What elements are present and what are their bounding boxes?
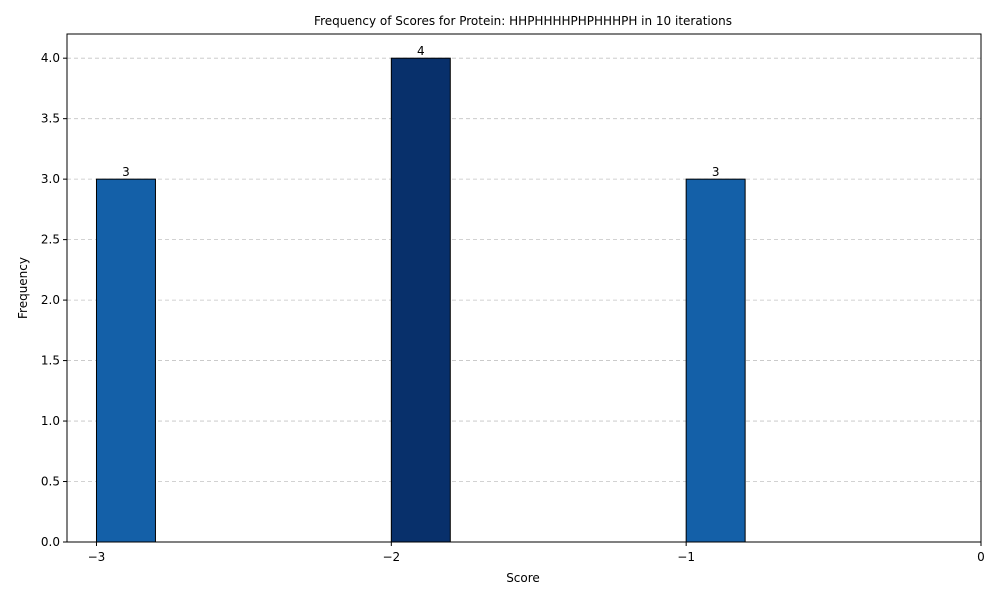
y-tick-label: 2.5 xyxy=(41,233,60,247)
x-tick-label: 0 xyxy=(977,550,985,564)
y-tick-label: 3.5 xyxy=(41,112,60,126)
x-tick-label: −1 xyxy=(677,550,695,564)
x-axis-label: Score xyxy=(506,571,540,585)
data-label-layer: 3 4 3 xyxy=(122,44,719,179)
y-tick-label: 4.0 xyxy=(41,51,60,65)
grid-layer xyxy=(67,57,981,543)
bar-score-2 xyxy=(390,57,451,543)
bar-value-label: 3 xyxy=(122,165,130,179)
y-axis-label: Frequency xyxy=(16,257,30,319)
bar-layer xyxy=(95,57,746,543)
x-tick-label: −3 xyxy=(88,550,106,564)
bar-value-label: 3 xyxy=(712,165,720,179)
y-tick-label: 1.0 xyxy=(41,414,60,428)
y-tick-label: 3.0 xyxy=(41,172,60,186)
y-tick-label: 1.5 xyxy=(41,354,60,368)
x-axis-ticks: −3 −2 −1 0 xyxy=(88,542,985,564)
plot-frame xyxy=(66,33,982,543)
chart-title: Frequency of Scores for Protein: HHPHHHH… xyxy=(314,14,732,28)
bar-score-1 xyxy=(685,178,746,543)
y-axis-ticks: 0.0 0.5 1.0 1.5 2.0 2.5 3.0 3.5 4.0 xyxy=(41,51,67,549)
y-tick-label: 2.0 xyxy=(41,293,60,307)
y-tick-label: 0.5 xyxy=(41,475,60,489)
bar-score-3 xyxy=(95,178,156,543)
bar-value-label: 4 xyxy=(417,44,425,58)
y-tick-label: 0.0 xyxy=(41,535,60,549)
x-tick-label: −2 xyxy=(382,550,400,564)
